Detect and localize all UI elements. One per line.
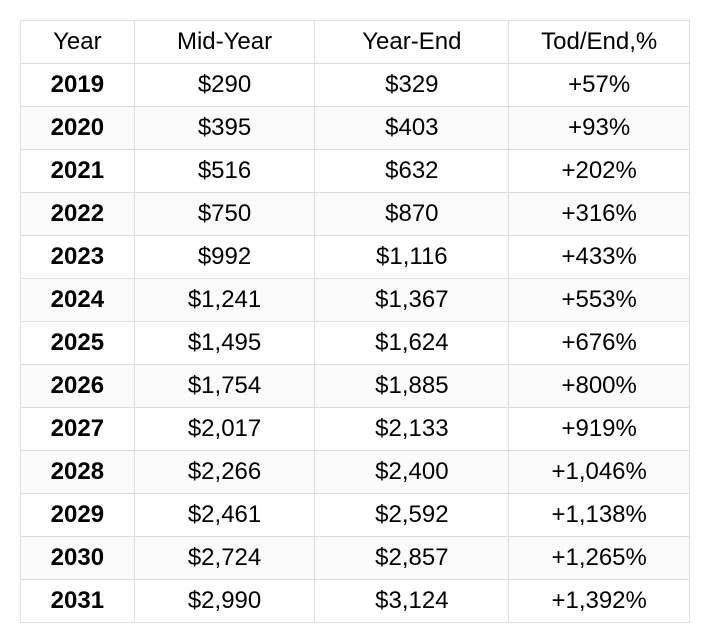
cell-year-end: $3,124 xyxy=(315,580,509,623)
cell-year: 2031 xyxy=(21,580,135,623)
cell-year: 2019 xyxy=(21,64,135,107)
cell-year: 2025 xyxy=(21,322,135,365)
table-body: 2019 $290 $329 +57% 2020 $395 $403 +93% … xyxy=(21,64,690,623)
cell-pct: +93% xyxy=(509,107,690,150)
cell-pct: +1,265% xyxy=(509,537,690,580)
table-row: 2027 $2,017 $2,133 +919% xyxy=(21,408,690,451)
cell-year: 2020 xyxy=(21,107,135,150)
cell-mid-year: $2,017 xyxy=(134,408,315,451)
table-row: 2022 $750 $870 +316% xyxy=(21,193,690,236)
cell-year-end: $1,624 xyxy=(315,322,509,365)
cell-pct: +316% xyxy=(509,193,690,236)
table-row: 2031 $2,990 $3,124 +1,392% xyxy=(21,580,690,623)
cell-mid-year: $1,754 xyxy=(134,365,315,408)
cell-pct: +433% xyxy=(509,236,690,279)
col-header-mid-year: Mid-Year xyxy=(134,21,315,64)
col-header-tod-end-pct: Tod/End,% xyxy=(509,21,690,64)
cell-year: 2022 xyxy=(21,193,135,236)
table-row: 2024 $1,241 $1,367 +553% xyxy=(21,279,690,322)
price-projection-table-container: Year Mid-Year Year-End Tod/End,% 2019 $2… xyxy=(20,20,690,623)
cell-year: 2026 xyxy=(21,365,135,408)
cell-mid-year: $992 xyxy=(134,236,315,279)
cell-mid-year: $516 xyxy=(134,150,315,193)
cell-mid-year: $2,990 xyxy=(134,580,315,623)
cell-pct: +553% xyxy=(509,279,690,322)
cell-pct: +1,392% xyxy=(509,580,690,623)
cell-year: 2023 xyxy=(21,236,135,279)
cell-year-end: $1,116 xyxy=(315,236,509,279)
cell-mid-year: $395 xyxy=(134,107,315,150)
table-row: 2029 $2,461 $2,592 +1,138% xyxy=(21,494,690,537)
cell-year-end: $1,885 xyxy=(315,365,509,408)
cell-year-end: $2,400 xyxy=(315,451,509,494)
cell-mid-year: $1,241 xyxy=(134,279,315,322)
cell-mid-year: $2,266 xyxy=(134,451,315,494)
col-header-year-end: Year-End xyxy=(315,21,509,64)
table-row: 2025 $1,495 $1,624 +676% xyxy=(21,322,690,365)
cell-mid-year: $290 xyxy=(134,64,315,107)
cell-pct: +676% xyxy=(509,322,690,365)
cell-pct: +919% xyxy=(509,408,690,451)
cell-year-end: $870 xyxy=(315,193,509,236)
cell-pct: +1,138% xyxy=(509,494,690,537)
cell-year: 2021 xyxy=(21,150,135,193)
col-header-year: Year xyxy=(21,21,135,64)
cell-year-end: $329 xyxy=(315,64,509,107)
table-row: 2028 $2,266 $2,400 +1,046% xyxy=(21,451,690,494)
cell-pct: +800% xyxy=(509,365,690,408)
cell-pct: +202% xyxy=(509,150,690,193)
table-row: 2019 $290 $329 +57% xyxy=(21,64,690,107)
cell-year-end: $2,857 xyxy=(315,537,509,580)
cell-year-end: $403 xyxy=(315,107,509,150)
cell-mid-year: $2,724 xyxy=(134,537,315,580)
cell-mid-year: $2,461 xyxy=(134,494,315,537)
price-projection-table: Year Mid-Year Year-End Tod/End,% 2019 $2… xyxy=(20,20,690,623)
cell-mid-year: $750 xyxy=(134,193,315,236)
cell-pct: +1,046% xyxy=(509,451,690,494)
table-row: 2030 $2,724 $2,857 +1,265% xyxy=(21,537,690,580)
cell-year-end: $2,133 xyxy=(315,408,509,451)
cell-year: 2027 xyxy=(21,408,135,451)
cell-year-end: $2,592 xyxy=(315,494,509,537)
table-row: 2026 $1,754 $1,885 +800% xyxy=(21,365,690,408)
table-row: 2023 $992 $1,116 +433% xyxy=(21,236,690,279)
cell-year: 2024 xyxy=(21,279,135,322)
cell-year: 2029 xyxy=(21,494,135,537)
table-header-row: Year Mid-Year Year-End Tod/End,% xyxy=(21,21,690,64)
cell-year-end: $1,367 xyxy=(315,279,509,322)
cell-year: 2030 xyxy=(21,537,135,580)
cell-pct: +57% xyxy=(509,64,690,107)
cell-mid-year: $1,495 xyxy=(134,322,315,365)
cell-year-end: $632 xyxy=(315,150,509,193)
table-row: 2020 $395 $403 +93% xyxy=(21,107,690,150)
table-row: 2021 $516 $632 +202% xyxy=(21,150,690,193)
table-header: Year Mid-Year Year-End Tod/End,% xyxy=(21,21,690,64)
cell-year: 2028 xyxy=(21,451,135,494)
